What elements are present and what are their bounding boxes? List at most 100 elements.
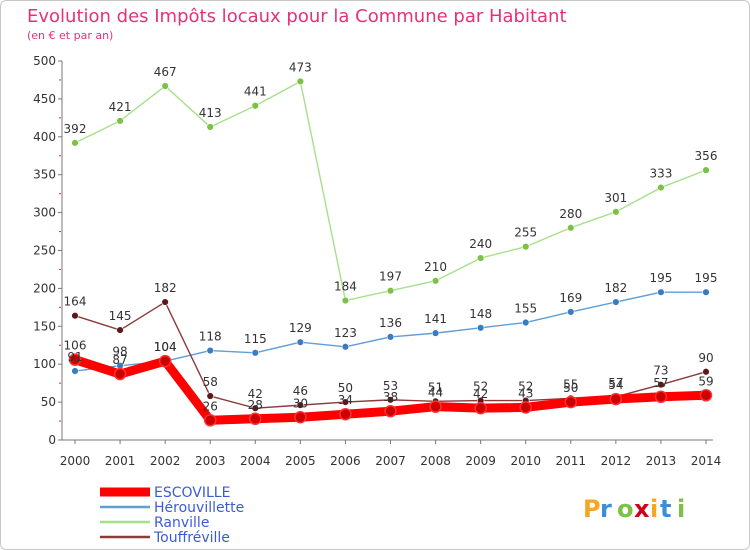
logo-letter: x (634, 495, 650, 523)
data-point (522, 243, 530, 251)
x-tick-label: 2004 (240, 454, 271, 468)
data-point (612, 208, 620, 216)
data-label: 195 (649, 271, 672, 285)
x-tick-label: 2008 (420, 454, 451, 468)
data-label: 240 (469, 237, 492, 251)
data-label: 57 (653, 376, 668, 390)
data-label: 42 (473, 387, 488, 401)
data-label: 118 (199, 330, 222, 344)
x-tick-label: 2000 (60, 454, 91, 468)
data-point (657, 380, 665, 389)
data-point (341, 398, 350, 406)
data-label: 441 (244, 85, 267, 99)
logo-letter: o (617, 495, 634, 523)
data-labels-layer: 3924214674134414731841972102402552803013… (64, 60, 718, 413)
data-label: 104 (154, 340, 177, 354)
data-label: 44 (428, 386, 443, 400)
data-point (113, 367, 127, 381)
x-tick-label: 2001 (105, 454, 136, 468)
y-tick-label: 100 (33, 357, 56, 371)
data-label: 169 (559, 291, 582, 305)
data-label: 301 (604, 191, 627, 205)
data-point (702, 368, 710, 376)
data-label: 197 (379, 270, 402, 284)
data-label: 136 (379, 316, 402, 330)
y-tick-label: 150 (33, 319, 56, 333)
data-label: 421 (109, 100, 132, 114)
data-point (71, 367, 79, 375)
data-label: 51 (428, 380, 443, 394)
chart-subtitle: (en € et par an) (27, 29, 113, 42)
x-tick-label: 2009 (465, 454, 496, 468)
y-tick-label: 250 (33, 244, 56, 258)
data-label: 50 (563, 381, 578, 395)
chart-title: Evolution des Impôts locaux pour la Comm… (27, 6, 567, 27)
logo-letter: P (583, 495, 601, 523)
data-label: 184 (334, 280, 357, 294)
data-label: 210 (424, 260, 447, 274)
data-point (476, 254, 485, 262)
x-tick-label: 2003 (195, 454, 226, 468)
data-point (251, 404, 259, 412)
y-tick-label: 450 (33, 92, 56, 106)
data-label: 55 (563, 377, 578, 391)
data-point (206, 123, 214, 131)
x-tick-label: 2006 (330, 454, 361, 468)
data-point (431, 277, 440, 285)
data-point (384, 404, 397, 418)
data-point (203, 414, 217, 427)
data-label: 34 (338, 393, 353, 407)
data-point (519, 401, 532, 414)
data-point (161, 82, 169, 90)
data-point (657, 183, 665, 192)
data-label: 53 (383, 379, 398, 393)
data-label: 43 (518, 386, 533, 400)
data-point (567, 224, 575, 232)
y-tick-label: 300 (33, 206, 56, 220)
data-label: 50 (338, 381, 353, 395)
data-label: 46 (293, 384, 308, 398)
data-point (116, 117, 124, 125)
x-tick-label: 2013 (646, 454, 677, 468)
data-point (71, 139, 79, 147)
data-label: 392 (64, 122, 87, 136)
data-point (339, 407, 352, 421)
data-label: 356 (695, 149, 718, 163)
data-point (429, 400, 442, 413)
x-tick-label: 2014 (691, 454, 722, 468)
x-tick-label: 2002 (150, 454, 181, 468)
data-point (386, 333, 395, 341)
data-point (386, 396, 395, 404)
data-point (654, 390, 668, 404)
data-label: 104 (154, 340, 177, 354)
data-point (657, 288, 665, 296)
data-point (296, 338, 305, 346)
data-point (116, 326, 124, 334)
data-point (251, 102, 259, 110)
data-label: 91 (67, 350, 82, 364)
data-label: 473 (289, 60, 312, 74)
y-tick-label: 200 (33, 281, 56, 295)
data-label: 182 (154, 281, 177, 295)
data-label: 58 (203, 375, 218, 389)
data-point (161, 298, 169, 306)
data-point (474, 401, 487, 415)
data-point (341, 296, 350, 305)
y-tick-label: 500 (33, 54, 56, 68)
data-label: 90 (698, 351, 713, 365)
data-label: 467 (154, 65, 177, 79)
data-point (296, 77, 305, 86)
data-point (249, 412, 262, 426)
data-point (294, 411, 307, 424)
data-label: 280 (559, 207, 582, 221)
data-label: 57 (608, 376, 623, 390)
y-tick-label: 0 (48, 433, 56, 447)
x-tick-label: 2010 (510, 454, 541, 468)
data-label: 59 (698, 374, 713, 388)
data-label: 155 (514, 302, 537, 316)
data-label: 333 (649, 167, 672, 181)
data-label: 73 (653, 364, 668, 378)
